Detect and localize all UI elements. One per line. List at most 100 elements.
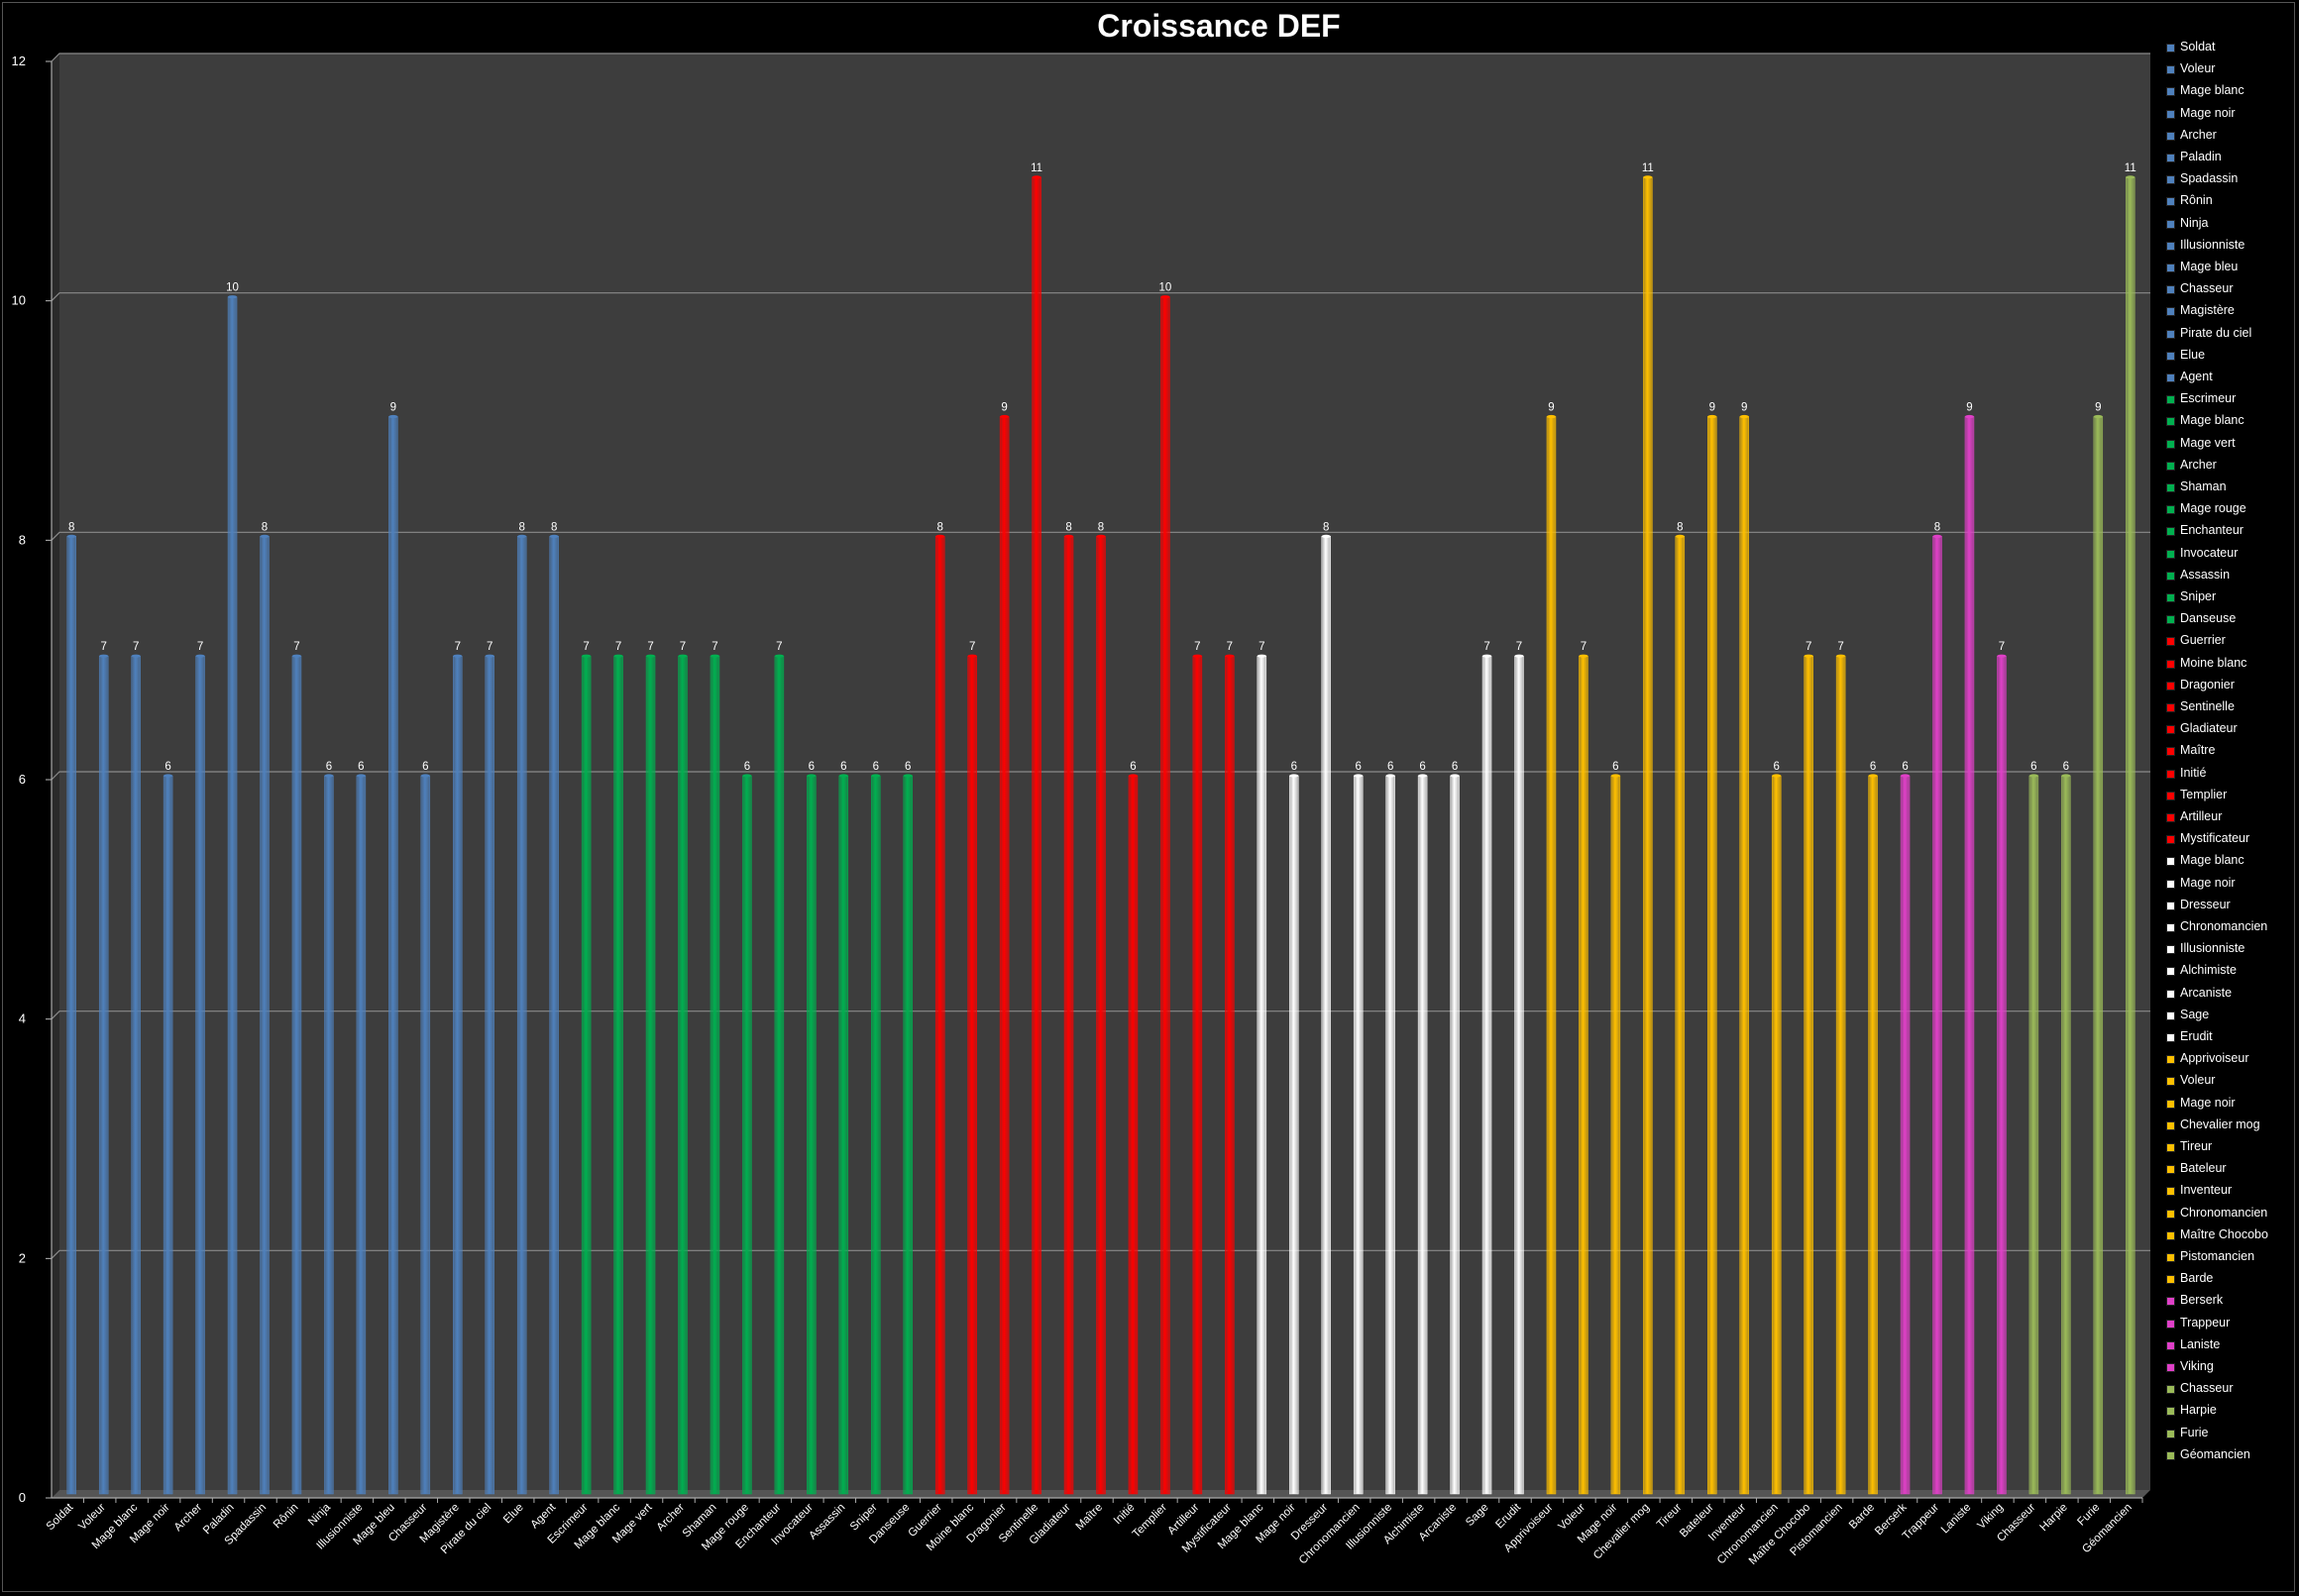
bar-cap [1354, 774, 1364, 778]
bar-data-label: 6 [358, 761, 364, 773]
legend-swatch [2166, 835, 2175, 845]
legend-swatch [2166, 923, 2175, 932]
bar [1900, 775, 1911, 1495]
bar-data-label: 7 [583, 641, 589, 653]
bar-data-label: 7 [1516, 641, 1522, 653]
bar [1579, 655, 1588, 1495]
bar-data-label: 6 [873, 761, 879, 773]
x-category-label: Laniste [1939, 1502, 1974, 1537]
legend-swatch [2166, 637, 2175, 647]
bar [1771, 775, 1782, 1495]
bar-cap [582, 654, 592, 658]
bar-cap [291, 654, 301, 658]
y-tick-label: 10 [12, 293, 26, 308]
legend-label: Géomancien [2180, 1446, 2250, 1461]
bar [2061, 775, 2071, 1495]
legend-label: Elue [2180, 347, 2206, 362]
bar-cap [1997, 654, 2007, 658]
legend-swatch [2166, 131, 2175, 141]
legend-swatch [2166, 1319, 2175, 1329]
bar-data-label: 6 [744, 761, 750, 773]
legend-label: Artilleur [2180, 809, 2223, 823]
gridline [51, 531, 2150, 541]
bar [710, 655, 720, 1495]
bar-cap [1901, 774, 1911, 778]
bar-data-label: 7 [1194, 641, 1200, 653]
bar [1063, 536, 1074, 1495]
bar-cap [1836, 654, 1846, 658]
legend-label: Sage [2180, 1007, 2210, 1021]
bar-cap [1932, 534, 1942, 538]
bar-cap [807, 774, 817, 778]
legend-swatch [2166, 109, 2175, 119]
bar [2126, 176, 2135, 1495]
bar-data-label: 7 [1259, 641, 1264, 653]
bar-data-label: 6 [164, 761, 170, 773]
legend-swatch [2166, 65, 2175, 75]
chart-title: Croissance DEF [1097, 8, 1341, 44]
bar-cap [1643, 175, 1653, 179]
bar [1804, 655, 1813, 1495]
legend-label: Bateleur [2180, 1161, 2227, 1176]
bar [1321, 536, 1331, 1495]
bar [2093, 416, 2104, 1495]
bar-data-label: 9 [2095, 402, 2101, 414]
bar-data-label: 8 [936, 521, 942, 533]
bar [999, 416, 1010, 1495]
bar-data-label: 8 [1065, 521, 1071, 533]
gridline [51, 53, 2150, 62]
bar-cap [1321, 534, 1331, 538]
legend-label: Harpie [2180, 1403, 2217, 1418]
legend-swatch [2166, 44, 2175, 53]
legend-label: Paladin [2180, 150, 2222, 163]
bar-cap [1385, 774, 1395, 778]
legend-swatch [2166, 1011, 2175, 1020]
legend-label: Dresseur [2180, 897, 2231, 911]
legend-swatch [2166, 483, 2175, 492]
x-category-label: Rônin [272, 1502, 301, 1532]
x-category-label: Maître [1074, 1502, 1106, 1534]
legend-label: Sentinelle [2180, 699, 2235, 713]
bar [1450, 775, 1460, 1495]
bar [260, 536, 270, 1495]
bar-cap [1000, 414, 1010, 419]
bar-data-label: 7 [1999, 641, 2005, 653]
bar [453, 655, 463, 1495]
bar-cap [678, 654, 688, 658]
bar [485, 655, 494, 1495]
legend-swatch [2166, 1143, 2175, 1152]
bar [581, 655, 592, 1495]
bar-cap [485, 654, 494, 658]
bar-cap [131, 654, 141, 658]
bar-data-label: 7 [133, 641, 139, 653]
x-category-label: Agent [529, 1501, 559, 1531]
legend-label: Assassin [2180, 567, 2231, 582]
bar-data-label: 7 [100, 641, 106, 653]
bar-data-label: 6 [1387, 761, 1393, 773]
bar-cap [2126, 175, 2135, 179]
legend-swatch [2166, 154, 2175, 162]
bar [291, 655, 302, 1495]
bar-cap [1450, 774, 1460, 778]
legend-swatch [2166, 571, 2175, 581]
legend-swatch [2166, 505, 2175, 515]
bar-cap [517, 534, 527, 538]
bar [774, 655, 785, 1495]
bar [1997, 655, 2007, 1495]
x-category-label: Elue [501, 1502, 526, 1527]
bar-cap [903, 774, 913, 778]
bar-cap [1514, 654, 1524, 658]
bar-cap [2061, 774, 2071, 778]
legend-label: Danseuse [2180, 611, 2237, 626]
legend-label: Pirate du ciel [2180, 325, 2252, 340]
bar-data-label: 9 [1548, 402, 1554, 414]
bar-cap [1032, 175, 1041, 179]
legend-swatch [2166, 1450, 2175, 1460]
bar-cap [356, 774, 366, 778]
legend-swatch [2166, 329, 2175, 339]
bar-data-label: 6 [1452, 761, 1458, 773]
bar [227, 296, 238, 1495]
bar-data-label: 11 [1031, 162, 1042, 174]
bar-cap [228, 295, 238, 299]
